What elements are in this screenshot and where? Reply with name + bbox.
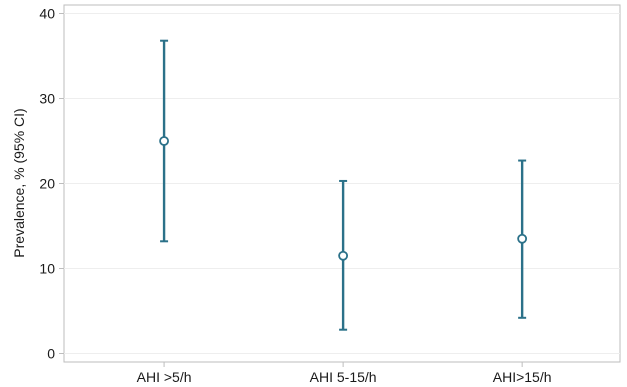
y-tick-label: 40 — [39, 6, 55, 22]
point-estimate — [338, 250, 349, 261]
x-tick-label: AHI >5/h — [137, 369, 192, 385]
y-tick-label: 20 — [39, 176, 55, 192]
y-tick-label: 30 — [39, 91, 55, 107]
y-tick-label: 10 — [39, 261, 55, 277]
x-tick-label: AHI 5-15/h — [310, 369, 377, 385]
x-axis-ticks: AHI >5/h AHI 5-15/h AHI>15/h — [137, 362, 552, 385]
data-marks — [159, 39, 528, 331]
y-axis-ticks: 0 10 20 30 40 — [39, 6, 64, 362]
point-estimate — [517, 233, 528, 244]
x-tick-label: AHI>15/h — [493, 369, 552, 385]
y-tick-label: 0 — [47, 346, 55, 362]
point-estimate — [159, 136, 169, 146]
y-axis-label: Prevalence, % (95% CI) — [11, 108, 27, 257]
